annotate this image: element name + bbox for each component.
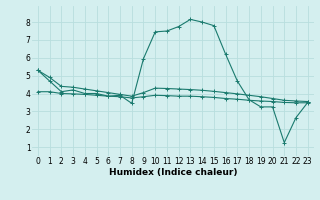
X-axis label: Humidex (Indice chaleur): Humidex (Indice chaleur) bbox=[108, 168, 237, 177]
